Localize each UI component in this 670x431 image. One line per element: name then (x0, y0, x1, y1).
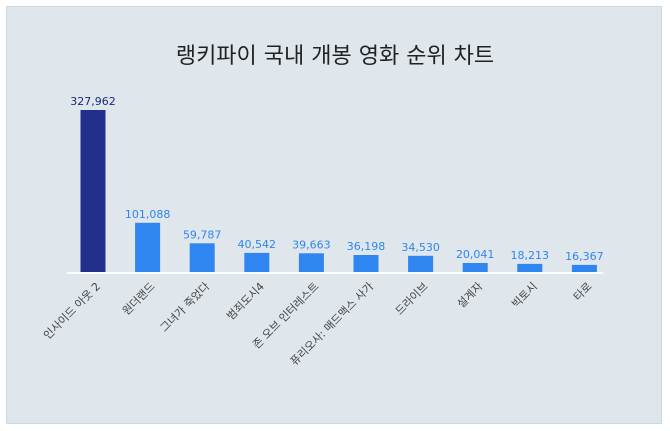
value-label-7: 34,530 (401, 241, 440, 254)
bar-chart: 랭키파이 국내 개봉 영화 순위 차트 327,962 101,088 59,787… (41, 44, 604, 368)
chart-frame: 랭키파이 국내 개봉 영화 순위 차트 327,962 101,088 59,787… (6, 6, 662, 424)
category-label-4: 범죄도시4 (224, 280, 267, 323)
category-label-2: 원더랜드 (120, 280, 158, 318)
value-label-5: 39,663 (292, 238, 331, 251)
value-label-3: 59,787 (183, 228, 222, 241)
value-label-2: 101,088 (125, 208, 171, 221)
category-label-8: 설계자 (455, 280, 486, 311)
value-label-10: 16,367 (565, 250, 604, 263)
value-label-6: 36,198 (347, 240, 386, 253)
bar-5 (298, 253, 324, 273)
value-label-8: 20,041 (456, 248, 495, 261)
bar-1 (80, 110, 106, 273)
category-label-9: 빅토시 (509, 280, 540, 311)
bar-8 (462, 263, 488, 273)
category-label-1: 인사이드 아웃 2 (41, 280, 103, 342)
bar-3 (189, 243, 215, 273)
category-label-3: 그녀가 죽었다 (158, 280, 213, 335)
value-labels-group: 327,962 101,088 59,787 40,542 39,663 36,198 34… (70, 95, 603, 263)
bar-4 (244, 252, 270, 273)
bar-7 (408, 255, 434, 273)
chart-title: 랭키파이 국내 개봉 영화 순위 차트 (176, 44, 494, 69)
category-label-10: 타로 (571, 280, 595, 304)
bars-group (80, 110, 597, 273)
bar-10 (571, 264, 597, 273)
bar-9 (517, 263, 543, 273)
value-label-4: 40,542 (238, 238, 277, 251)
value-label-1: 327,962 (70, 95, 116, 108)
category-label-7: 드라이브 (393, 280, 431, 318)
bar-2 (135, 222, 161, 273)
bar-6 (353, 255, 379, 273)
value-label-9: 18,213 (511, 249, 550, 262)
